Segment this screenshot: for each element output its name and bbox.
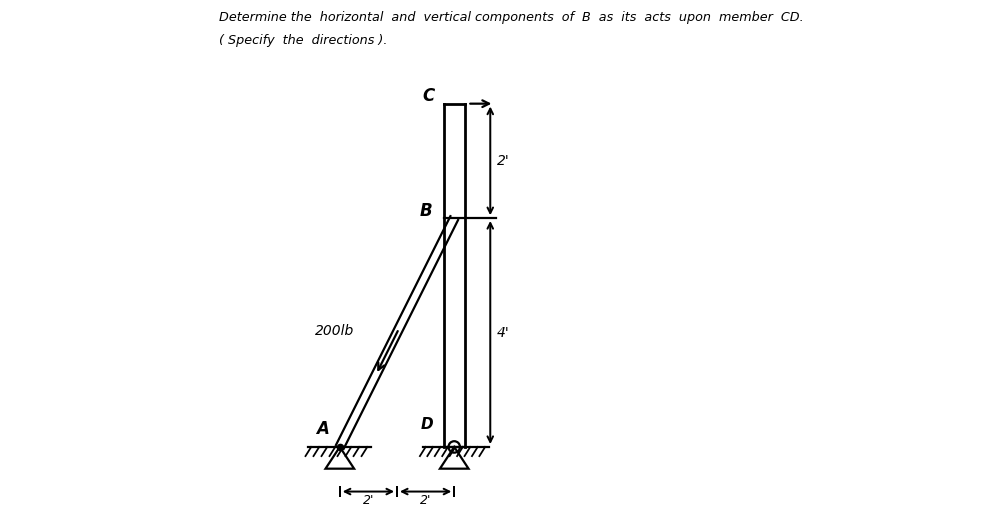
Text: 200lb: 200lb bbox=[315, 324, 354, 338]
Text: B: B bbox=[420, 202, 433, 220]
Text: 2': 2' bbox=[420, 494, 431, 507]
Text: C: C bbox=[422, 87, 434, 105]
Text: 2': 2' bbox=[497, 154, 510, 168]
Text: A: A bbox=[316, 420, 329, 438]
Text: 2': 2' bbox=[363, 494, 374, 507]
Text: ( Specify  the  directions ).: ( Specify the directions ). bbox=[219, 33, 387, 46]
Text: 4': 4' bbox=[497, 326, 510, 339]
Text: Determine the  horizontal  and  vertical components  of  B  as  its  acts  upon : Determine the horizontal and vertical co… bbox=[219, 11, 803, 23]
Text: D: D bbox=[421, 417, 434, 432]
